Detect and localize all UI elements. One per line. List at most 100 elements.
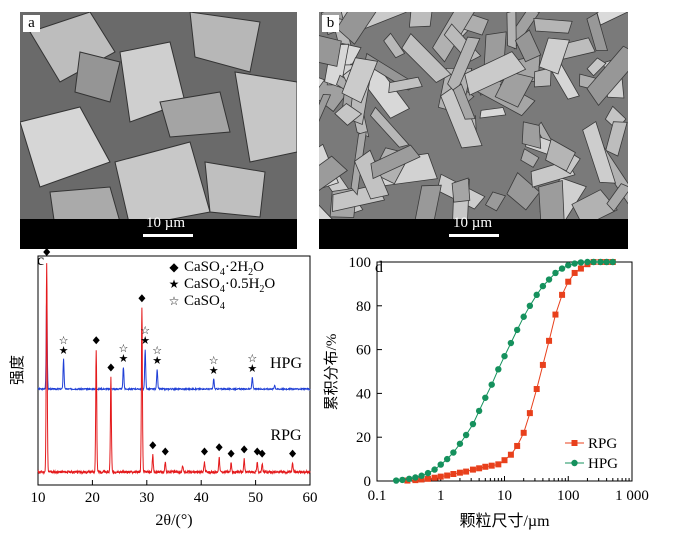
y-tick-label: 20	[356, 430, 371, 446]
series-label-hpg: HPG	[270, 355, 302, 372]
sem-image-b: b 10 µm	[319, 12, 628, 249]
sem-image-a: a 10 µm	[20, 12, 297, 249]
data-point-hpg	[406, 475, 413, 483]
sem-grain	[440, 83, 483, 149]
filled-star-marker: ★	[152, 355, 162, 367]
data-point-rpg	[507, 451, 514, 458]
x-tick-label: 1 000	[615, 488, 649, 504]
x-tick-label: 0.1	[368, 488, 387, 504]
diamond-marker	[149, 441, 157, 450]
data-point-hpg	[577, 259, 585, 266]
sem-grain	[479, 107, 507, 119]
x-axis-label: 颗粒尺寸/µm	[459, 512, 550, 530]
data-point-hpg	[590, 258, 597, 266]
data-point-hpg	[584, 258, 591, 266]
sem-grain	[383, 32, 406, 59]
sem-grain	[484, 191, 507, 212]
legend-label: HPG	[588, 456, 618, 472]
data-point-rpg	[533, 386, 540, 393]
legend-marker: ★	[169, 277, 180, 291]
panel-letter-b: b	[322, 15, 339, 32]
data-point-rpg	[469, 466, 476, 473]
sem-grain	[451, 177, 471, 203]
data-point-rpg	[418, 476, 425, 483]
sem-grain	[514, 29, 542, 63]
data-point-rpg	[552, 311, 559, 318]
x-tick-label: 10	[31, 490, 46, 506]
data-point-rpg	[444, 472, 451, 479]
y-axis-label: 强度	[9, 355, 26, 385]
sem-image-a-texture	[20, 12, 297, 249]
legend-label: CaSO4·0.5H2O	[184, 276, 275, 295]
data-point-hpg	[603, 258, 610, 266]
data-point-hpg	[513, 326, 521, 334]
x-tick-label: 30	[139, 490, 154, 506]
x-tick-label: 60	[303, 490, 318, 506]
data-point-hpg	[597, 258, 604, 266]
legend-marker	[571, 459, 578, 467]
data-point-hpg	[469, 420, 477, 428]
data-point-rpg	[559, 291, 566, 298]
scale-bar-label-a: 10 µm	[146, 215, 186, 231]
sem-grain	[533, 67, 552, 88]
legend-marker	[571, 440, 578, 446]
filled-star-marker: ★	[59, 345, 69, 357]
series-label-rpg: RPG	[270, 427, 302, 444]
diamond-marker	[289, 449, 297, 458]
filled-star-marker: ★	[247, 363, 257, 375]
open-star-marker: ☆	[140, 325, 150, 337]
data-point-rpg	[450, 470, 457, 477]
data-point-hpg	[507, 339, 515, 347]
data-point-hpg	[501, 352, 508, 360]
sem-grain	[370, 106, 410, 148]
x-axis-label: 2θ/(°)	[155, 512, 192, 529]
data-point-rpg	[495, 461, 502, 468]
data-point-hpg	[526, 302, 534, 309]
legend-marker: ◆	[169, 260, 179, 274]
sem-grain	[319, 155, 348, 191]
sem-grain	[506, 12, 517, 50]
data-point-hpg	[424, 469, 432, 477]
diamond-marker	[200, 447, 208, 456]
data-point-hpg	[571, 260, 578, 267]
data-point-rpg	[526, 410, 533, 417]
sem-grain	[606, 183, 628, 212]
sem-grain	[538, 179, 565, 223]
sem-image-b-texture	[319, 12, 628, 249]
data-point-hpg	[552, 269, 559, 277]
open-star-marker: ☆	[59, 335, 69, 347]
data-point-rpg	[577, 265, 584, 272]
open-star-marker: ☆	[209, 355, 219, 367]
sem-grain	[533, 17, 573, 34]
data-point-hpg	[462, 431, 470, 439]
data-point-rpg	[571, 269, 578, 276]
y-tick-label: 100	[349, 255, 372, 271]
y-tick-label: 40	[356, 386, 371, 402]
xrd-series-rpg	[37, 263, 311, 476]
sem-grain	[452, 83, 476, 120]
diamond-marker	[161, 447, 169, 456]
data-point-rpg	[514, 442, 521, 449]
data-point-rpg	[456, 469, 463, 476]
y-tick-label: 60	[356, 343, 371, 359]
open-star-marker: ☆	[118, 343, 128, 355]
sem-grain	[582, 120, 617, 184]
data-point-hpg	[533, 291, 540, 299]
sem-grain	[586, 57, 607, 77]
data-point-hpg	[443, 455, 451, 463]
sem-grain	[520, 148, 540, 168]
sem-grain	[464, 51, 527, 96]
data-point-hpg	[609, 258, 617, 266]
x-tick-label: 100	[557, 488, 580, 504]
y-tick-label: 80	[356, 299, 371, 315]
psd-chart-d: d 0.1 1 10 100 1 000 0 20 40 60 80 100 累积分布/% 颗粒尺寸/µ…	[323, 255, 649, 530]
data-point-hpg	[450, 449, 457, 456]
data-point-hpg	[482, 394, 489, 401]
legend-label: RPG	[588, 436, 617, 452]
sem-grain	[334, 102, 363, 126]
panel-letter-d: d	[375, 259, 383, 276]
data-point-rpg	[431, 474, 438, 481]
x-tick-label: 40	[194, 490, 209, 506]
sem-grain	[319, 35, 342, 67]
data-point-rpg	[424, 475, 431, 482]
